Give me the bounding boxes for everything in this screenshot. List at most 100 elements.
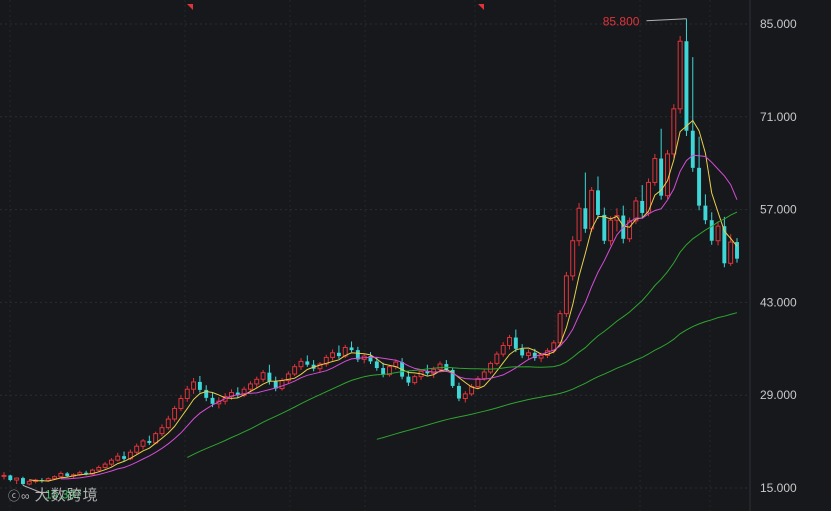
candle: [715, 221, 721, 246]
candle-body: [108, 459, 114, 465]
low-label: 15.397: [45, 487, 82, 501]
candle-body: [84, 472, 89, 475]
candle-body: [437, 363, 443, 370]
candle-body: [298, 360, 304, 368]
candle: [457, 382, 461, 402]
candle: [633, 197, 639, 225]
candle-body: [583, 208, 588, 229]
candle-body: [488, 362, 494, 373]
candle-body: [210, 397, 215, 404]
candle: [298, 358, 304, 371]
candle: [361, 353, 367, 364]
y-axis: 85.000 71.000 57.000 43.000 29.000 15.000: [760, 17, 797, 495]
candle-body: [627, 220, 633, 240]
high-label: 85.800: [603, 15, 640, 29]
high-marker-line: [646, 18, 687, 22]
candle-body: [608, 219, 614, 242]
candle-body: [386, 366, 392, 376]
candle: [368, 352, 373, 365]
candle-body: [134, 445, 140, 453]
candle-body: [697, 167, 702, 206]
candle-body: [355, 350, 360, 360]
candle: [115, 452, 121, 462]
candle-body: [247, 383, 253, 390]
candle: [425, 364, 430, 376]
candle: [311, 360, 316, 372]
candle: [500, 342, 506, 357]
candle-body: [659, 158, 664, 196]
candle-body: [475, 378, 481, 388]
candle: [122, 451, 127, 462]
candle-body: [500, 344, 506, 355]
candle-body: [735, 242, 739, 259]
candle: [488, 361, 494, 374]
candle: [728, 234, 734, 266]
candle: [184, 385, 190, 402]
candle: [494, 351, 500, 366]
candle: [526, 349, 531, 359]
candle-body: [165, 418, 171, 429]
moving-averages: [29, 119, 738, 482]
candle-body: [20, 478, 25, 485]
candle-body: [507, 337, 512, 346]
candle: [285, 371, 291, 384]
candle: [165, 415, 171, 430]
candle: [305, 355, 310, 367]
candle: [260, 370, 266, 382]
candle-body: [526, 352, 531, 356]
candle: [323, 354, 329, 367]
candle-body: [425, 371, 430, 374]
candle: [665, 149, 670, 199]
candle: [709, 212, 714, 245]
grid: [0, 0, 751, 511]
candle: [735, 238, 739, 263]
candle: [520, 344, 525, 359]
candle: [684, 18, 689, 137]
y-tick-label: 29.000: [760, 388, 797, 402]
candle: [102, 462, 108, 469]
candle: [437, 361, 443, 372]
candle-body: [431, 368, 437, 374]
candle-body: [235, 392, 240, 396]
y-tick-label: 15.000: [760, 481, 797, 495]
ma-line-mid: [60, 154, 738, 480]
candle: [336, 345, 341, 359]
candle-body: [368, 356, 373, 362]
candle-body: [336, 352, 341, 357]
candle-body: [102, 463, 108, 468]
candle: [614, 208, 620, 232]
candle: [450, 368, 455, 388]
candle-body: [709, 220, 714, 241]
candle: [191, 377, 197, 394]
candle-body: [8, 475, 13, 481]
ma-line-long: [187, 211, 738, 458]
brand-logo-icon: ⓒ∞: [8, 489, 31, 503]
candle-body: [462, 393, 468, 400]
candle: [197, 375, 202, 393]
candle-body: [406, 376, 411, 383]
candle-body: [140, 440, 146, 447]
candle-body: [457, 385, 461, 399]
candle-body: [26, 480, 32, 485]
ma-line-extra: [376, 312, 738, 440]
candle-body: [520, 348, 525, 356]
candle-body: [14, 477, 20, 481]
candle: [349, 341, 354, 353]
candle-body: [640, 200, 645, 213]
candle: [14, 477, 20, 485]
candle: [247, 381, 253, 392]
candle: [1, 472, 7, 480]
candle-body: [184, 388, 190, 400]
candle-body: [589, 189, 595, 230]
top-marker-icon: [187, 4, 193, 10]
candle: [557, 310, 563, 345]
candle: [8, 474, 13, 482]
candle-body: [633, 200, 639, 222]
candle-body: [172, 407, 178, 420]
candle: [507, 334, 512, 350]
candle-body: [450, 370, 455, 386]
candle: [690, 57, 695, 172]
ma-line-short: [29, 119, 738, 482]
candle: [65, 472, 70, 478]
